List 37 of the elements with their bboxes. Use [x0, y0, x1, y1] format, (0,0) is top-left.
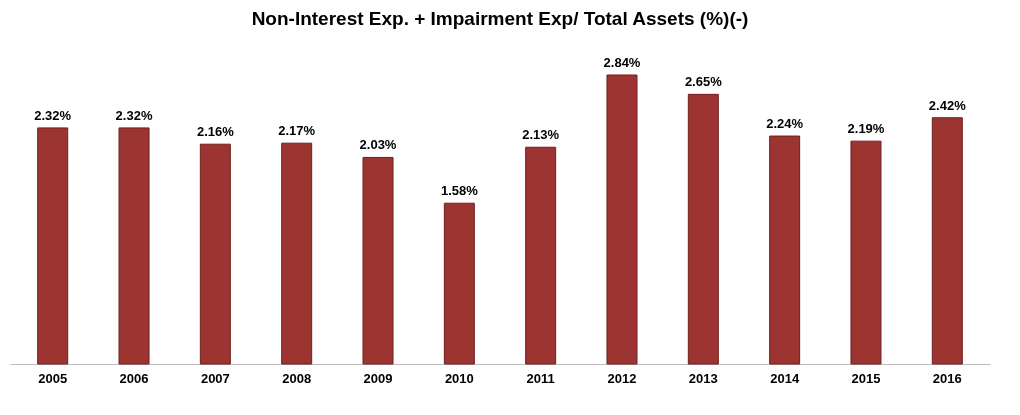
data-label: 2.24%	[766, 116, 804, 132]
x-tick-label: 2016	[932, 370, 962, 386]
data-label: 2.32%	[115, 107, 153, 123]
data-label: 1.58%	[440, 183, 479, 199]
x-tick-label: 2006	[119, 370, 149, 386]
data-label: 2.19%	[847, 121, 885, 137]
bar	[525, 146, 557, 365]
bar	[443, 202, 475, 365]
bar	[769, 135, 801, 365]
data-label: 2.13%	[522, 127, 560, 143]
x-tick-label: 2009	[363, 370, 393, 386]
x-tick-label: 2007	[200, 370, 230, 386]
chart-title: Non-Interest Exp. + Impairment Exp/ Total Assets (%)(-)	[251, 8, 749, 29]
bar	[362, 156, 394, 365]
x-tick-label: 2012	[607, 370, 637, 386]
data-label: 2.32%	[34, 107, 72, 123]
x-tick-label: 2010	[444, 370, 474, 386]
data-label: 2.42%	[928, 97, 967, 113]
x-tick-label: 2005	[38, 370, 68, 386]
bar	[281, 142, 313, 365]
bar	[850, 140, 882, 365]
bar	[118, 127, 150, 365]
data-label: 2.16%	[196, 124, 235, 140]
data-label: 2.84%	[603, 55, 641, 70]
data-label: 2.65%	[684, 74, 723, 90]
x-tick-label: 2014	[770, 370, 800, 386]
bar	[931, 117, 963, 365]
x-tick-label: 2008	[282, 370, 312, 386]
bar	[687, 93, 719, 365]
x-tick-label: 2011	[526, 370, 555, 386]
data-label: 2.03%	[359, 137, 397, 153]
data-label: 2.17%	[278, 123, 316, 139]
bar	[199, 143, 231, 365]
x-tick-label: 2015	[851, 370, 881, 386]
bar	[606, 74, 638, 365]
bar	[37, 127, 69, 365]
x-tick-label: 2013	[688, 370, 718, 386]
